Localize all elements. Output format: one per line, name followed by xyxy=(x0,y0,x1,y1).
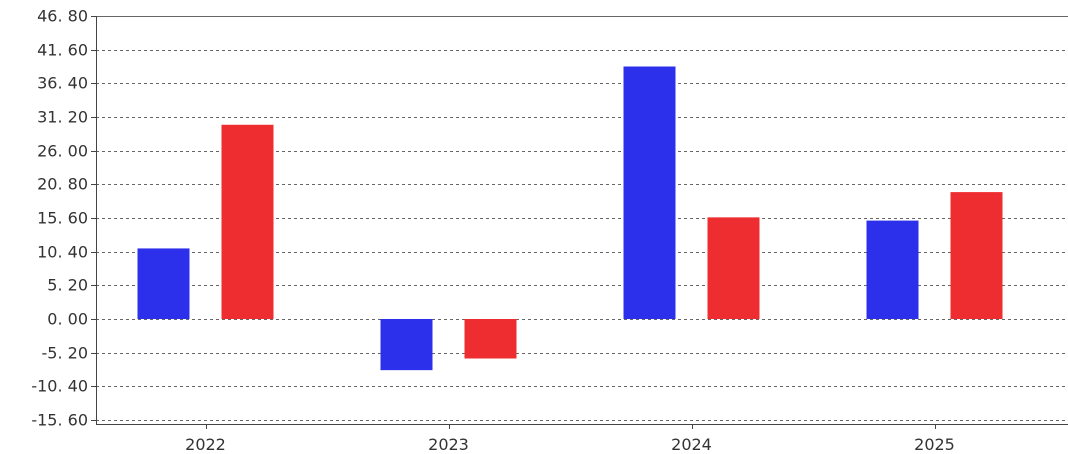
y-tick-label: 10. 40 xyxy=(37,243,88,262)
y-tick-label: -15. 60 xyxy=(31,411,88,430)
y-tick-label: 15. 60 xyxy=(37,209,88,228)
y-tick-label: 20. 80 xyxy=(37,175,88,194)
bar-2023-series-1 xyxy=(380,319,433,371)
y-tick-label: 5. 20 xyxy=(47,276,88,295)
bar-2025-series-2 xyxy=(950,192,1003,319)
y-tick-label: 41. 60 xyxy=(37,41,88,60)
y-tick-label: 31. 20 xyxy=(37,108,88,127)
labels-layer: 46. 80 41. 60 36. 40 31. 20 26. 00 20. 80 15. … xyxy=(31,7,955,454)
bar-2023-series-2 xyxy=(464,319,517,359)
bar-2022-series-2 xyxy=(221,124,274,320)
bars-layer xyxy=(137,66,1003,371)
x-tick-label: 2023 xyxy=(428,435,469,454)
x-tick-label: 2025 xyxy=(914,435,955,454)
y-tick-label: 26. 00 xyxy=(37,142,88,161)
x-tick-label: 2022 xyxy=(185,435,226,454)
y-tick-label: 46. 80 xyxy=(37,7,88,26)
y-tick-label: 0. 00 xyxy=(47,310,88,329)
bar-2024-series-1 xyxy=(623,66,676,319)
bar-2022-series-1 xyxy=(137,248,190,319)
bar-2025-series-1 xyxy=(866,220,919,319)
y-tick-label: -5. 20 xyxy=(42,344,88,363)
x-tick-label: 2024 xyxy=(671,435,712,454)
bar-2024-series-2 xyxy=(707,217,760,319)
y-tick-label: 36. 40 xyxy=(37,74,88,93)
y-tick-label: -10. 40 xyxy=(31,377,88,396)
axis-layer xyxy=(91,16,1068,429)
